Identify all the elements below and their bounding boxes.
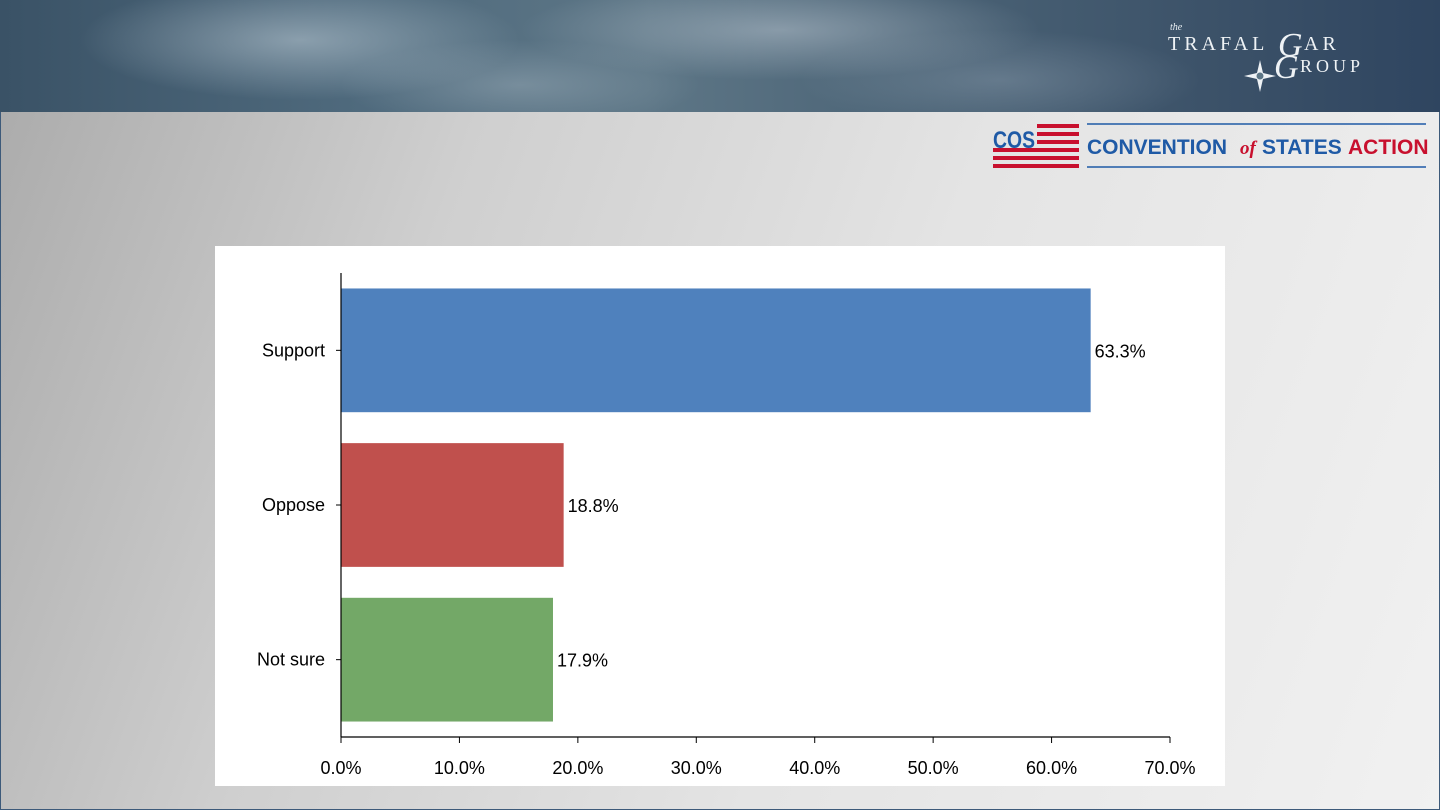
- x-tick-label: 50.0%: [908, 758, 959, 778]
- x-tick-label: 30.0%: [671, 758, 722, 778]
- bar-support: [341, 288, 1091, 413]
- svg-text:CONVENTION: CONVENTION: [1087, 136, 1227, 159]
- svg-text:the: the: [1170, 22, 1183, 33]
- svg-text:G: G: [1278, 27, 1303, 64]
- x-tick-label: 0.0%: [320, 758, 361, 778]
- svg-text:of: of: [1240, 138, 1258, 159]
- bar-oppose: [341, 443, 564, 567]
- svg-text:TRAFAL: TRAFAL: [1168, 33, 1268, 55]
- data-label-oppose: 18.8%: [568, 496, 619, 516]
- convention-of-states-logo: COS CONVENTION of STATES ACTION: [993, 123, 1428, 168]
- x-tick-label: 40.0%: [789, 758, 840, 778]
- x-tick-label: 10.0%: [434, 758, 485, 778]
- svg-text:STATES: STATES: [1262, 136, 1342, 159]
- category-label-oppose: Oppose: [262, 495, 325, 515]
- category-label-support: Support: [262, 340, 325, 360]
- bar-not-sure: [341, 597, 553, 722]
- svg-text:ACTION: ACTION: [1348, 136, 1428, 159]
- svg-text:G: G: [1274, 49, 1299, 86]
- x-tick-label: 60.0%: [1026, 758, 1077, 778]
- data-label-not-sure: 17.9%: [557, 651, 608, 671]
- data-label-support: 63.3%: [1095, 341, 1146, 361]
- x-tick-label: 20.0%: [552, 758, 603, 778]
- chart-panel: Support 63.3% Oppose 18.8% Not sure 17.9% 0.0%…: [215, 246, 1225, 786]
- trafalgar-group-logo: the TRAFAL G AR G ROUP: [1168, 22, 1364, 92]
- category-label-not-sure: Not sure: [257, 650, 325, 670]
- svg-text:COS: COS: [993, 127, 1035, 154]
- sky-banner: [0, 0, 1440, 112]
- x-tick-label: 70.0%: [1144, 758, 1195, 778]
- svg-text:AR: AR: [1304, 33, 1340, 55]
- compass-rose-icon: [1244, 60, 1276, 92]
- svg-text:ROUP: ROUP: [1300, 56, 1364, 76]
- bar-chart: Support 63.3% Oppose 18.8% Not sure 17.9% 0.0%…: [257, 273, 1196, 778]
